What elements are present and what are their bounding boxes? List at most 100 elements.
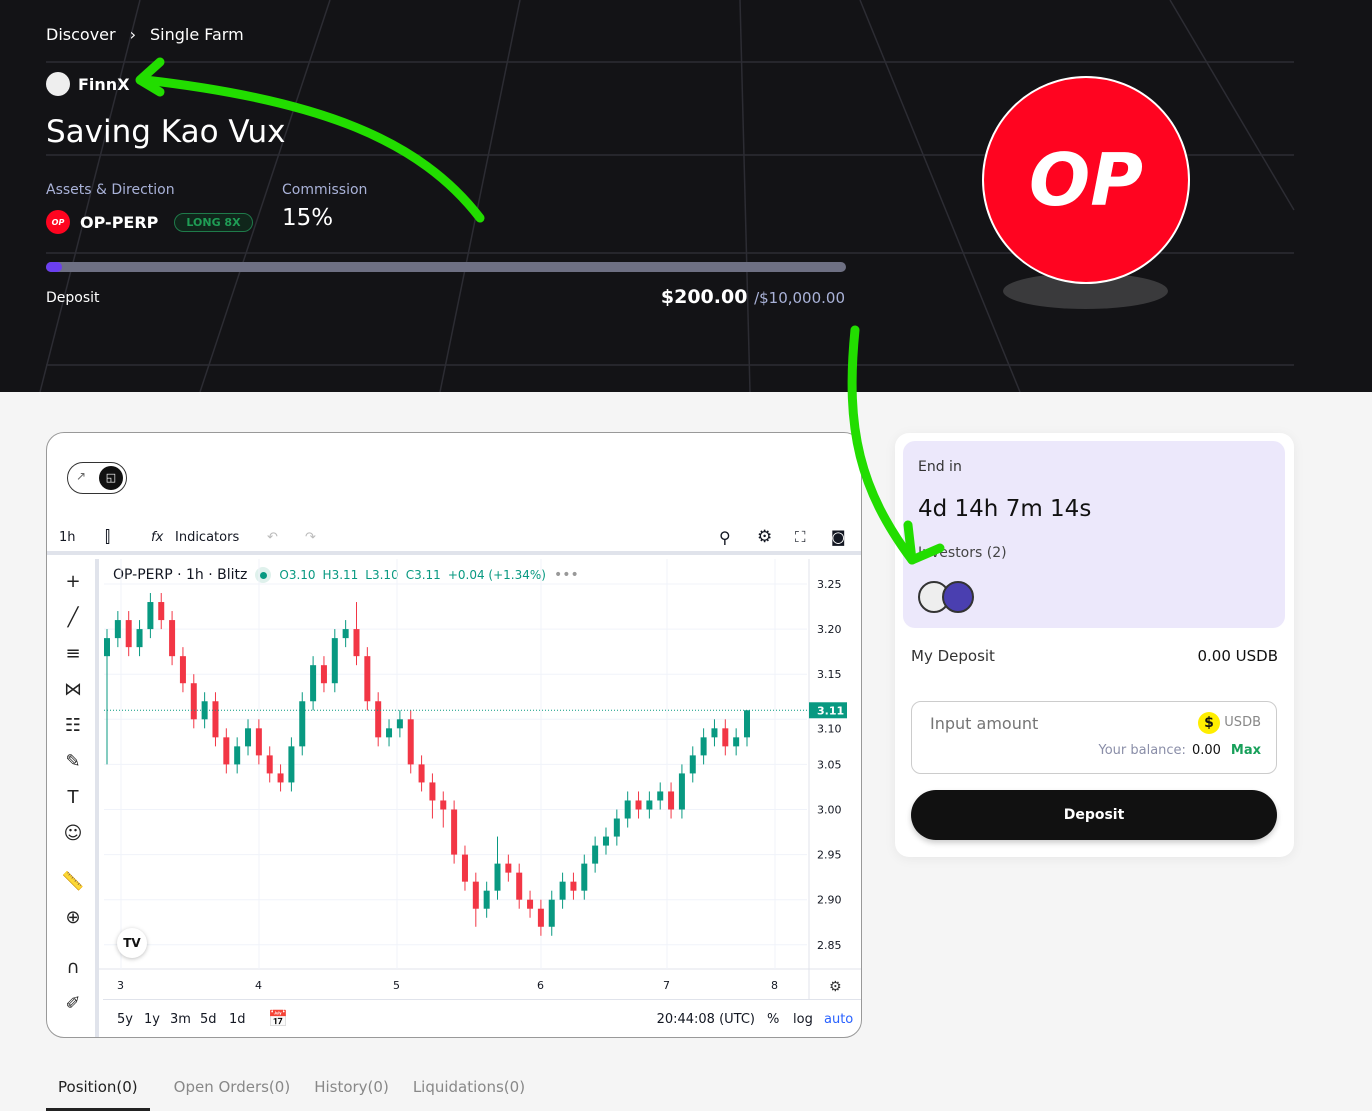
price-chart[interactable]: ↗ ◱ 1h ⫿ fx Indicators ↶ ↷ ⚲ ⚙ ⛶ ◙ + ╱ ≡…: [46, 432, 862, 1038]
candle-body: [212, 701, 219, 738]
deposit-button[interactable]: Deposit: [911, 790, 1277, 840]
candle-body: [158, 602, 165, 621]
candle-body: [353, 629, 360, 657]
range-1d[interactable]: 1d: [229, 1012, 246, 1027]
range-1y[interactable]: 1y: [144, 1012, 160, 1027]
candle-body: [527, 899, 534, 909]
last-price-tag: [809, 702, 847, 719]
position-tabs: Position(0) Open Orders(0) History(0) Li…: [46, 1078, 525, 1111]
candle-body: [201, 701, 208, 720]
log-toggle[interactable]: log: [793, 1012, 813, 1027]
candle-body: [375, 701, 382, 738]
magnet-icon[interactable]: ∩: [66, 957, 80, 978]
crosshair-icon[interactable]: +: [65, 571, 81, 592]
x-tick-label: 3: [117, 979, 124, 992]
utc-time[interactable]: 20:44:08 (UTC): [656, 1012, 755, 1027]
calendar-icon[interactable]: 📅: [268, 1009, 288, 1028]
auto-toggle[interactable]: auto: [824, 1012, 854, 1027]
tab-liquidations[interactable]: Liquidations(0): [412, 1078, 526, 1096]
chart-toolbar: 1h ⫿ fx Indicators ↶ ↷ ⚲ ⚙ ⛶ ◙: [47, 523, 861, 555]
tab-position[interactable]: Position(0): [46, 1078, 150, 1111]
candle-body: [613, 818, 620, 837]
candle-body: [581, 863, 588, 891]
y-tick-label: 3.25: [817, 578, 842, 591]
percent-toggle[interactable]: %: [767, 1012, 780, 1027]
candle-body: [505, 863, 512, 873]
commission-value: 15%: [282, 205, 334, 231]
candle-body: [722, 728, 729, 747]
indicators-button[interactable]: Indicators: [175, 529, 240, 545]
interval-button[interactable]: 1h: [59, 529, 76, 545]
investors-label: Investors (2): [918, 545, 1007, 561]
candle-body: [364, 656, 371, 702]
amount-input-box[interactable]: $ USDB Your balance: 0.00 Max: [911, 701, 1277, 774]
quick-search-icon[interactable]: ⚲: [719, 527, 731, 547]
brush-icon[interactable]: ✎: [65, 751, 81, 772]
candlestick-plot[interactable]: 3.25 3.20 3.15 3.10 3.05 3.00 2.95 2.90 2.85 3 4 5 6…: [47, 433, 862, 1038]
candle-body: [461, 854, 468, 882]
chart-settings-icon[interactable]: ⚙: [829, 979, 842, 995]
tradingview-logo[interactable]: TV: [117, 928, 147, 958]
camera-icon[interactable]: ◙: [831, 528, 846, 546]
candle-body: [114, 620, 121, 639]
countdown: 4d 14h 7m 14s: [918, 496, 1092, 522]
manager[interactable]: FinnX: [46, 72, 130, 96]
breadcrumb-discover[interactable]: Discover: [46, 25, 116, 44]
ruler-icon[interactable]: 📏: [61, 871, 85, 892]
candle-body: [288, 746, 295, 783]
zoom-in-icon[interactable]: ⊕: [65, 907, 81, 928]
chevron-right-icon: ›: [129, 25, 136, 44]
drawing-toolbar: + ╱ ≡ ⋈ ☷ ✎ T ☺ 📏 ⊕ ∩ ✐: [47, 559, 99, 1037]
candle-body: [516, 872, 523, 900]
candle-body: [624, 800, 631, 819]
legend-low: L3.10: [365, 568, 399, 582]
emoji-icon[interactable]: ☺: [63, 823, 83, 844]
end-label: End in: [918, 459, 962, 475]
trend-line-icon[interactable]: ╱: [67, 607, 79, 628]
chart-mode-toggle[interactable]: ↗ ◱: [67, 462, 127, 494]
range-5y[interactable]: 5y: [117, 1012, 133, 1027]
breadcrumb-single-farm[interactable]: Single Farm: [149, 25, 244, 44]
chart-footer: 5y 1y 3m 5d 1d 📅 20:44:08 (UTC) % log au…: [103, 999, 861, 1037]
farm-header: Discover › Single Farm FinnX Saving Kao …: [0, 0, 1372, 392]
range-5d[interactable]: 5d: [200, 1012, 217, 1027]
lock-drawings-icon[interactable]: ✐: [65, 993, 81, 1014]
gear-icon[interactable]: ⚙: [757, 527, 773, 547]
x-tick-label: 8: [771, 979, 778, 992]
candle-body: [657, 791, 664, 801]
redo-icon[interactable]: ↷: [305, 529, 316, 545]
candle-body: [407, 719, 414, 765]
op-token-icon: OP: [46, 210, 70, 234]
last-price-label: 3.11: [817, 704, 844, 717]
forecast-icon[interactable]: ☷: [64, 715, 82, 736]
tab-history[interactable]: History(0): [314, 1078, 389, 1096]
amount-input[interactable]: [930, 714, 1170, 733]
fullscreen-icon[interactable]: ⛶: [795, 528, 806, 546]
countdown-panel: End in 4d 14h 7m 14s Investors (2): [903, 441, 1285, 628]
candle-body: [386, 728, 393, 738]
asset: OP OP-PERP LONG 8X: [46, 210, 253, 234]
x-tick-label: 5: [393, 979, 400, 992]
y-tick-label: 3.05: [817, 758, 842, 771]
investor-avatar[interactable]: [942, 581, 974, 613]
candle-type-icon[interactable]: ⫿: [105, 527, 111, 546]
more-icon[interactable]: •••: [553, 567, 579, 583]
max-button[interactable]: Max: [1230, 743, 1261, 758]
deposit-panel: End in 4d 14h 7m 14s Investors (2) My De…: [895, 433, 1294, 857]
x-tick-label: 4: [255, 979, 262, 992]
candle-body: [234, 746, 241, 765]
candle-body: [689, 755, 696, 774]
legend-high: H3.11: [322, 568, 359, 582]
undo-icon[interactable]: ↶: [267, 529, 278, 545]
breadcrumb: Discover › Single Farm: [46, 25, 244, 44]
candle-body: [266, 755, 273, 774]
candle-body: [104, 638, 110, 657]
text-icon[interactable]: T: [67, 787, 79, 808]
range-3m[interactable]: 3m: [170, 1012, 191, 1027]
indicators-icon[interactable]: fx: [151, 529, 164, 545]
candle-body: [342, 629, 349, 639]
tab-open-orders[interactable]: Open Orders(0): [173, 1078, 291, 1096]
horizontal-lines-icon[interactable]: ≡: [65, 643, 81, 664]
pattern-icon[interactable]: ⋈: [64, 679, 82, 700]
candle-body: [646, 800, 653, 810]
